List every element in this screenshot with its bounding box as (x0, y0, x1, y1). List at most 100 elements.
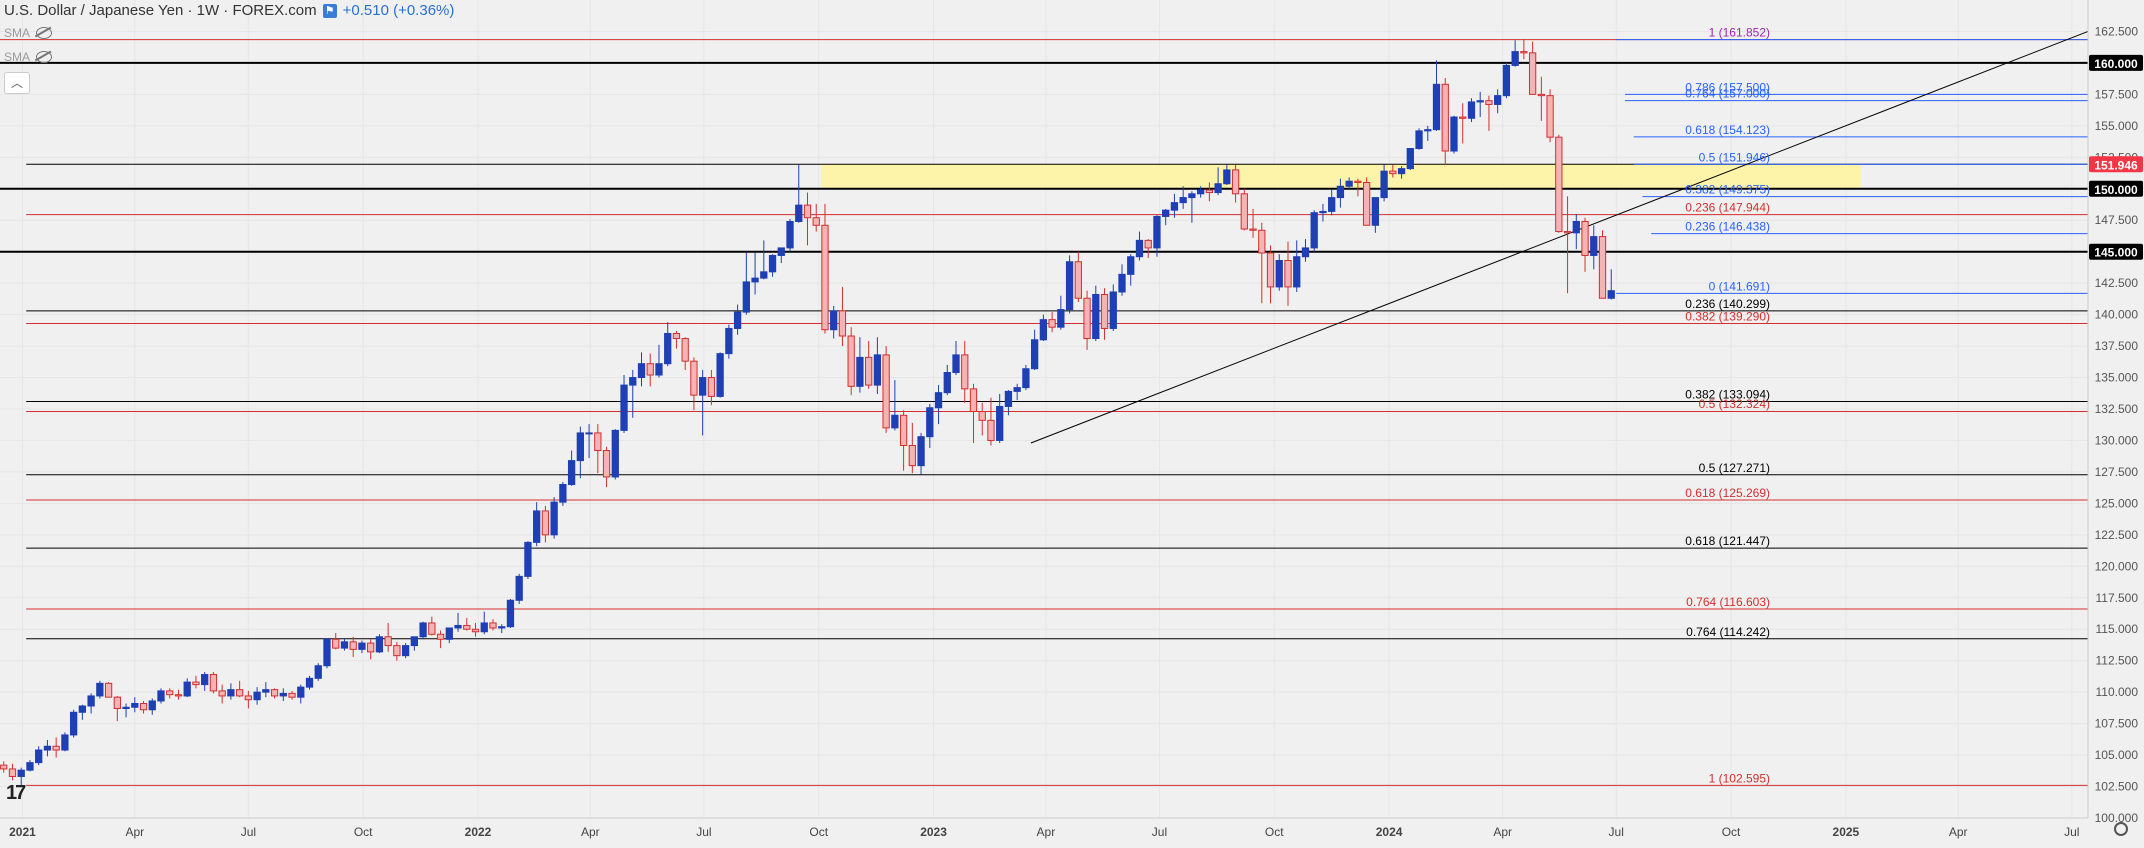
candle-body (375, 636, 384, 653)
candle-body (436, 633, 445, 640)
x-tick-label: 2021 (9, 825, 36, 839)
x-tick-label: 2023 (920, 825, 947, 839)
candle-body (1231, 169, 1240, 195)
candle-body (795, 204, 803, 222)
candle-body (1170, 202, 1179, 211)
candle-body (332, 638, 340, 649)
candle-body (454, 624, 462, 629)
candle-body (1301, 247, 1310, 258)
candle-body (707, 377, 716, 397)
candle-body (0, 764, 8, 770)
price-badge (2089, 54, 2143, 71)
candle-body (1494, 95, 1502, 105)
candle-body (1214, 183, 1222, 194)
indicator-sma-1[interactable]: SMA (4, 26, 53, 40)
candle-body (760, 271, 768, 279)
candle-body (1065, 261, 1074, 311)
candle-body (1441, 83, 1449, 152)
level-label: 0.764 (116.603) (1686, 595, 1770, 609)
candle-body (1118, 273, 1126, 293)
candle-body (1424, 129, 1432, 132)
price-badge-label: 151.946 (2094, 158, 2138, 172)
candle-body (227, 689, 235, 697)
candle-body (664, 332, 672, 365)
indicator-sma-2[interactable]: SMA (4, 50, 53, 64)
candle-body (873, 354, 882, 386)
x-tick-label: Jul (696, 825, 711, 839)
candle-body (751, 277, 759, 283)
candle-body (1100, 293, 1109, 329)
x-tick-label: 2024 (1376, 825, 1403, 839)
level-label: 0.5 (132.324) (1699, 397, 1770, 411)
candle-body (131, 702, 139, 708)
resistance-zone (821, 164, 1861, 189)
indicator-label: SMA (4, 26, 31, 40)
candle-body (26, 762, 34, 771)
candle-body (471, 628, 480, 633)
x-tick-label: 2025 (1833, 825, 1860, 839)
candle-body (1162, 209, 1170, 217)
y-tick-label: 110.000 (2096, 685, 2139, 699)
candle-body (716, 353, 724, 397)
eye-hidden-icon[interactable] (36, 51, 53, 63)
price-badge-label: 160.000 (2094, 57, 2138, 71)
candle-body (1502, 64, 1511, 97)
settings-gear-icon[interactable] (2114, 822, 2128, 836)
candle-body (611, 429, 619, 478)
candle-body (367, 642, 375, 653)
candle-body (524, 541, 532, 577)
candle-body (620, 384, 628, 431)
candle-body (1310, 212, 1318, 249)
candle-body (1030, 339, 1039, 370)
candle-body (1083, 297, 1091, 340)
candle-body (1196, 189, 1205, 195)
candle-body (594, 432, 602, 452)
candle-body (1354, 180, 1362, 183)
candle-body (166, 690, 174, 696)
price-badge (2089, 156, 2143, 173)
y-tick-label: 137.500 (2095, 339, 2139, 353)
candle-body (323, 638, 331, 667)
candle-body (1188, 193, 1196, 199)
candle-body (52, 745, 60, 751)
candle-body (1546, 95, 1554, 138)
candle-body (410, 636, 419, 647)
x-tick-label: Jul (2064, 825, 2079, 839)
candle-body (489, 622, 497, 629)
x-tick-label: Apr (1037, 825, 1056, 839)
candle-body (1179, 197, 1187, 204)
y-tick-label: 105.000 (2095, 748, 2139, 762)
candle-body (987, 419, 995, 441)
y-tick-label: 132.500 (2095, 402, 2139, 416)
candle-body (340, 641, 349, 649)
y-tick-label: 157.500 (2095, 87, 2139, 101)
candle-body (122, 706, 130, 710)
candle-body (1074, 261, 1082, 299)
collapse-legend-button[interactable]: ︿ (4, 72, 30, 94)
candle-body (742, 281, 750, 313)
candle-body (1528, 52, 1537, 95)
candle-body (602, 450, 611, 478)
x-tick-label: Apr (581, 825, 600, 839)
y-tick-label: 102.500 (2095, 780, 2139, 794)
y-tick-label: 147.500 (2095, 213, 2139, 227)
tradingview-logo[interactable]: 17 (6, 782, 26, 804)
candle-body (1013, 387, 1021, 392)
level-label: 0.786 (157.500) (1685, 80, 1770, 94)
eye-hidden-icon[interactable] (36, 27, 53, 39)
candle-body (419, 622, 427, 638)
price-badge (2089, 243, 2143, 260)
candle-body (174, 694, 183, 697)
indicator-label: SMA (4, 50, 31, 64)
level-label: 0.236 (140.299) (1685, 297, 1770, 311)
candle-body (1022, 368, 1030, 389)
y-tick-label: 155.000 (2095, 119, 2139, 133)
candle-body (777, 247, 785, 256)
level-label: 0.382 (139.290) (1685, 310, 1770, 324)
candle-body (183, 681, 191, 697)
level-label: 0.618 (125.269) (1685, 486, 1770, 500)
symbol-title[interactable]: U.S. Dollar / Japanese Yen · 1W · FOREX.… (4, 2, 317, 19)
candle-body (35, 749, 43, 764)
